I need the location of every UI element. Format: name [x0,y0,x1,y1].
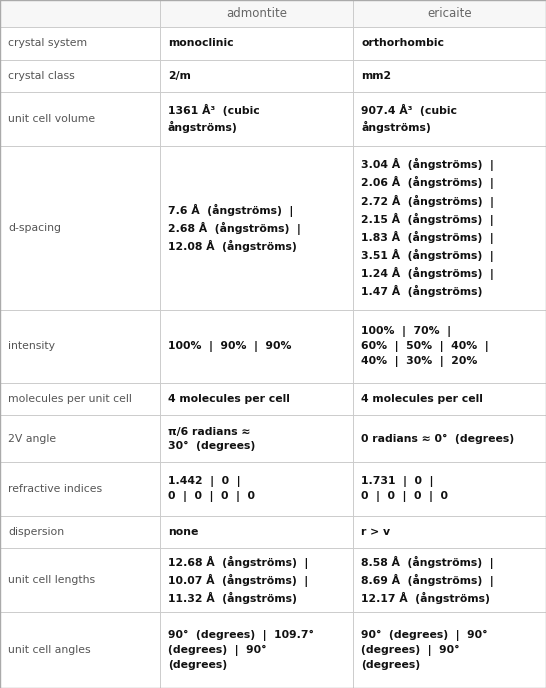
Bar [160,548,353,612]
Bar [0,60,160,92]
Bar [0,416,160,462]
Text: unit cell lengths: unit cell lengths [8,575,95,585]
Bar [0,383,160,416]
Bar [160,28,353,60]
Text: admontite: admontite [226,7,287,20]
Text: unit cell angles: unit cell angles [8,645,91,655]
Text: dispersion: dispersion [8,527,64,537]
Bar [353,0,546,28]
Bar [160,612,353,688]
Bar [353,28,546,60]
Text: refractive indices: refractive indices [8,484,102,494]
Bar [160,92,353,146]
Bar [160,0,353,28]
Text: 907.4 Å³  (cubic
ångströms): 907.4 Å³ (cubic ångströms) [361,104,457,133]
Bar [160,416,353,462]
Text: 4 molecules per cell: 4 molecules per cell [168,394,290,405]
Text: 100%  |  70%  |
60%  |  50%  |  40%  |
40%  |  30%  |  20%: 100% | 70% | 60% | 50% | 40% | 40% | 30%… [361,326,489,367]
Text: 0 radians ≈ 0°  (degrees): 0 radians ≈ 0° (degrees) [361,433,514,444]
Bar [0,462,160,516]
Text: 2/m: 2/m [168,71,191,80]
Bar [353,612,546,688]
Text: 2V angle: 2V angle [8,434,56,444]
Bar [353,383,546,416]
Text: 7.6 Å  (ångströms)  |
2.68 Å  (ångströms)  |
12.08 Å  (ångströms): 7.6 Å (ångströms) | 2.68 Å (ångströms) |… [168,204,301,252]
Text: 12.68 Å  (ångströms)  |
10.07 Å  (ångströms)  |
11.32 Å  (ångströms): 12.68 Å (ångströms) | 10.07 Å (ångströms… [168,556,308,604]
Text: π/6 radians ≈
30°  (degrees): π/6 radians ≈ 30° (degrees) [168,427,255,451]
Bar [0,0,160,28]
Bar [0,92,160,146]
Bar [353,60,546,92]
Bar [0,548,160,612]
Bar [353,416,546,462]
Bar [353,310,546,383]
Bar [160,516,353,548]
Bar [0,146,160,310]
Bar [0,28,160,60]
Text: molecules per unit cell: molecules per unit cell [8,394,132,405]
Text: none: none [168,527,198,537]
Bar [160,462,353,516]
Bar [0,516,160,548]
Text: orthorhombic: orthorhombic [361,39,444,48]
Bar [0,612,160,688]
Text: 8.58 Å  (ångströms)  |
8.69 Å  (ångströms)  |
12.17 Å  (ångströms): 8.58 Å (ångströms) | 8.69 Å (ångströms) … [361,556,494,604]
Text: 90°  (degrees)  |  90°
(degrees)  |  90°
(degrees): 90° (degrees) | 90° (degrees) | 90° (deg… [361,630,488,670]
Text: 1.731  |  0  |
0  |  0  |  0  |  0: 1.731 | 0 | 0 | 0 | 0 | 0 [361,476,448,502]
Text: 4 molecules per cell: 4 molecules per cell [361,394,483,405]
Text: crystal system: crystal system [8,39,87,48]
Text: intensity: intensity [8,341,55,352]
Bar [160,383,353,416]
Text: monoclinic: monoclinic [168,39,234,48]
Text: crystal class: crystal class [8,71,75,80]
Bar [160,146,353,310]
Bar [353,92,546,146]
Bar [353,146,546,310]
Bar [160,60,353,92]
Text: ericaite: ericaite [427,7,472,20]
Text: d-spacing: d-spacing [8,223,61,233]
Text: unit cell volume: unit cell volume [8,114,95,124]
Bar [160,310,353,383]
Bar [353,462,546,516]
Bar [353,516,546,548]
Text: r > v: r > v [361,527,390,537]
Text: mm2: mm2 [361,71,391,80]
Text: 1.442  |  0  |
0  |  0  |  0  |  0: 1.442 | 0 | 0 | 0 | 0 | 0 [168,476,255,502]
Text: 3.04 Å  (ångströms)  |
2.06 Å  (ångströms)  |
2.72 Å  (ångströms)  |
2.15 Å  (ån: 3.04 Å (ångströms) | 2.06 Å (ångströms) … [361,158,494,297]
Text: 100%  |  90%  |  90%: 100% | 90% | 90% [168,341,292,352]
Bar [353,548,546,612]
Text: 90°  (degrees)  |  109.7°
(degrees)  |  90°
(degrees): 90° (degrees) | 109.7° (degrees) | 90° (… [168,630,314,670]
Bar [0,310,160,383]
Text: 1361 Å³  (cubic
ångströms): 1361 Å³ (cubic ångströms) [168,104,260,133]
